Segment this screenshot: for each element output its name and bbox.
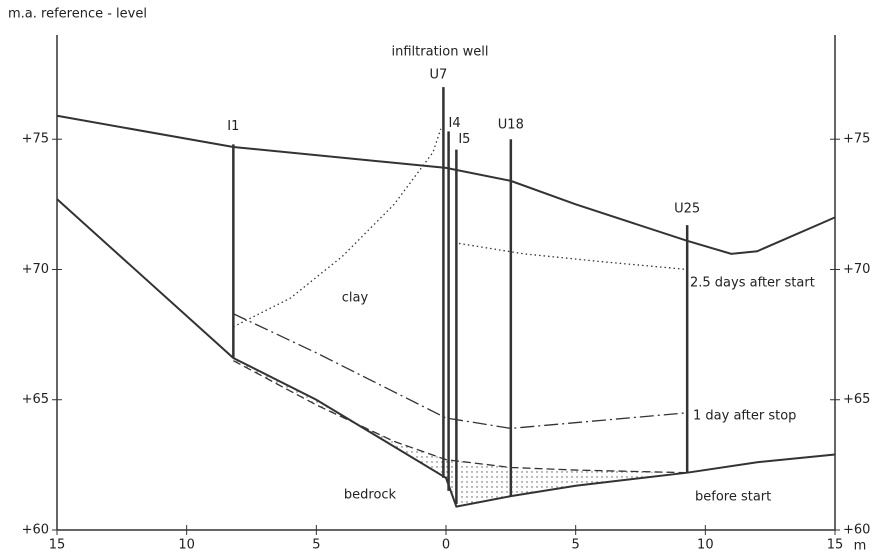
y-tick-label-right: +65	[843, 392, 870, 407]
well-label: I4	[449, 116, 461, 131]
series-line	[233, 314, 687, 429]
annotation: clay	[342, 291, 369, 306]
x-unit: m	[854, 539, 867, 554]
well-label: U18	[498, 118, 524, 133]
x-tick-label: 5	[572, 538, 580, 553]
series-line	[57, 116, 835, 254]
x-tick-label: 15	[49, 538, 66, 553]
x-tick-label: 15	[827, 538, 844, 553]
x-tick-label: 5	[312, 538, 320, 553]
y-axis-label: m.a. reference - level	[8, 7, 147, 22]
y-tick-label: +60	[22, 523, 49, 538]
x-tick-label: 10	[697, 538, 714, 553]
y-tick-label-right: +70	[843, 262, 870, 277]
annotation: infiltration well	[392, 45, 489, 60]
annotation: bedrock	[344, 488, 397, 503]
x-tick-label: 0	[442, 538, 450, 553]
series-label: 1 day after stop	[693, 409, 796, 424]
well-label: I5	[458, 132, 470, 147]
y-tick-label-right: +75	[843, 132, 870, 147]
well-label: I1	[227, 119, 239, 134]
series-line	[233, 361, 687, 473]
x-tick-label: 10	[178, 538, 195, 553]
series-label: 2.5 days after start	[690, 276, 815, 291]
series-line	[233, 129, 687, 327]
y-tick-label: +65	[22, 392, 49, 407]
chart: m.a. reference - level m +60 +60 +65 +65 +70…	[0, 0, 877, 555]
y-tick-label-right: +60	[843, 523, 870, 538]
stipple-zone	[233, 358, 687, 507]
well-label: U7	[430, 68, 448, 83]
y-tick-label: +75	[22, 132, 49, 147]
series-label: before start	[695, 490, 771, 505]
well-label: U25	[674, 202, 700, 217]
y-tick-label: +70	[22, 262, 49, 277]
